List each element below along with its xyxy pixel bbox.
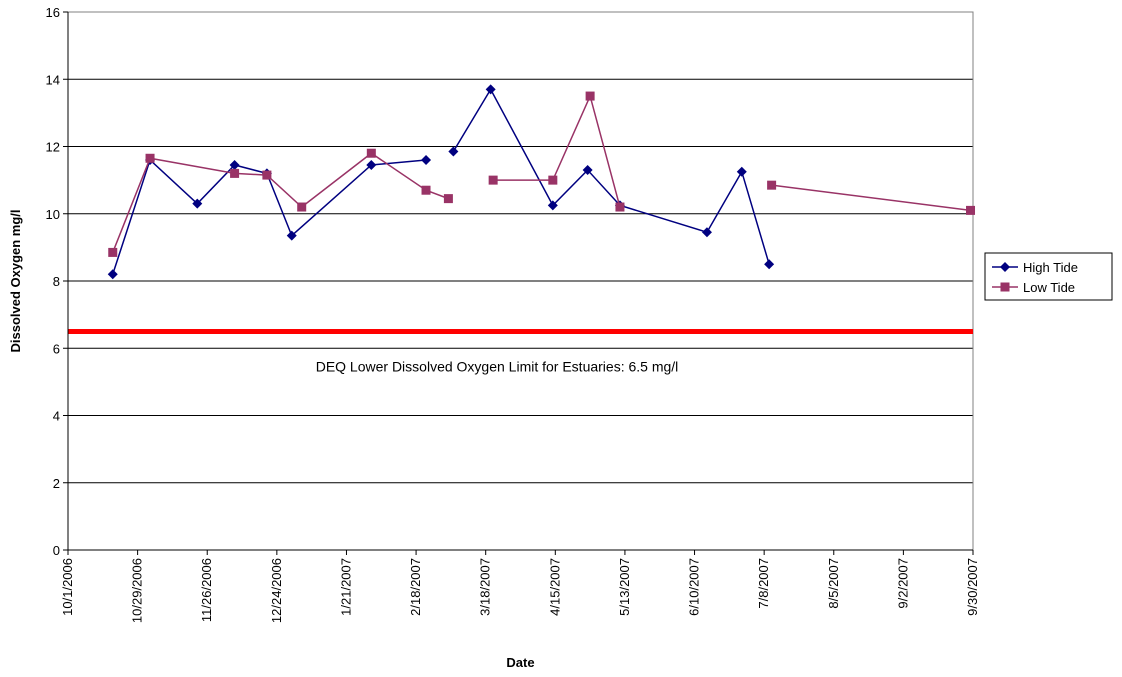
x-tick-label: 9/2/2007 (895, 558, 910, 609)
y-tick-label: 0 (53, 543, 60, 558)
y-tick-label: 10 (46, 207, 60, 222)
data-point (230, 168, 240, 178)
legend-marker (1000, 262, 1010, 272)
data-point (764, 259, 775, 270)
data-point (448, 146, 459, 157)
x-tick-label: 11/26/2006 (199, 558, 214, 622)
data-point (615, 202, 625, 212)
series-line (112, 158, 427, 275)
data-point (966, 205, 976, 215)
legend-marker (1000, 282, 1010, 292)
axes: 0 2 4 6 8 10 12 14 16 10/1/2006 10/29/2006 11/26/20… (46, 5, 980, 623)
series-layer (107, 84, 976, 280)
series-line (112, 152, 449, 253)
y-tick-label: 6 (53, 341, 60, 356)
data-point (297, 202, 307, 212)
data-point (547, 200, 558, 211)
legend-item: High Tide (992, 260, 1078, 275)
data-point (229, 159, 240, 170)
deq-limit-annotation: DEQ Lower Dissolved Oxygen Limit for Est… (316, 358, 679, 374)
legend-label: Low Tide (1023, 280, 1075, 295)
data-point (421, 154, 432, 165)
data-point (585, 91, 595, 101)
x-tick-label: 6/10/2007 (687, 558, 702, 616)
x-tick-label: 5/13/2007 (617, 558, 632, 616)
x-tick-label: 3/18/2007 (478, 558, 493, 616)
series-low-tide (108, 91, 976, 257)
data-point (736, 166, 747, 177)
legend-box (984, 252, 1113, 301)
legend: High Tide Low Tide (984, 252, 1113, 301)
data-point (548, 175, 558, 185)
data-point (366, 148, 376, 158)
data-point (192, 198, 203, 209)
data-point (366, 159, 377, 170)
data-point (286, 230, 297, 241)
x-tick-label: 9/30/2007 (965, 558, 980, 616)
series-line (771, 184, 971, 212)
data-point (485, 84, 496, 95)
y-tick-label: 4 (53, 409, 60, 424)
y-tick-label: 14 (46, 72, 60, 87)
x-tick-label: 7/8/2007 (756, 558, 771, 609)
data-point (767, 180, 777, 190)
y-tick-label: 2 (53, 476, 60, 491)
data-point (582, 165, 593, 176)
y-axis-title: Dissolved Oxygen mg/l (8, 209, 23, 352)
y-tick-label: 16 (46, 5, 60, 20)
x-tick-label: 1/21/2007 (338, 558, 353, 616)
y-tick-label: 12 (46, 140, 60, 155)
x-tick-label: 4/15/2007 (547, 558, 562, 616)
data-point (488, 175, 498, 185)
legend-label: High Tide (1023, 260, 1078, 275)
data-point (701, 227, 712, 238)
data-point (108, 247, 118, 257)
series-line (493, 93, 621, 208)
data-point (421, 185, 431, 195)
x-axis-title: Date (506, 655, 534, 670)
data-point (145, 153, 155, 163)
y-tick-label: 8 (53, 274, 60, 289)
data-point (443, 194, 453, 204)
x-tick-label: 12/24/2006 (269, 558, 284, 623)
series-line (452, 87, 770, 265)
x-tick-label: 10/1/2006 (60, 558, 75, 616)
x-tick-label: 8/5/2007 (826, 558, 841, 609)
legend-item: Low Tide (992, 280, 1075, 295)
data-point (262, 170, 272, 180)
x-tick-label: 2/18/2007 (408, 558, 423, 616)
x-tick-label: 10/29/2006 (130, 558, 145, 623)
data-point (107, 269, 118, 280)
